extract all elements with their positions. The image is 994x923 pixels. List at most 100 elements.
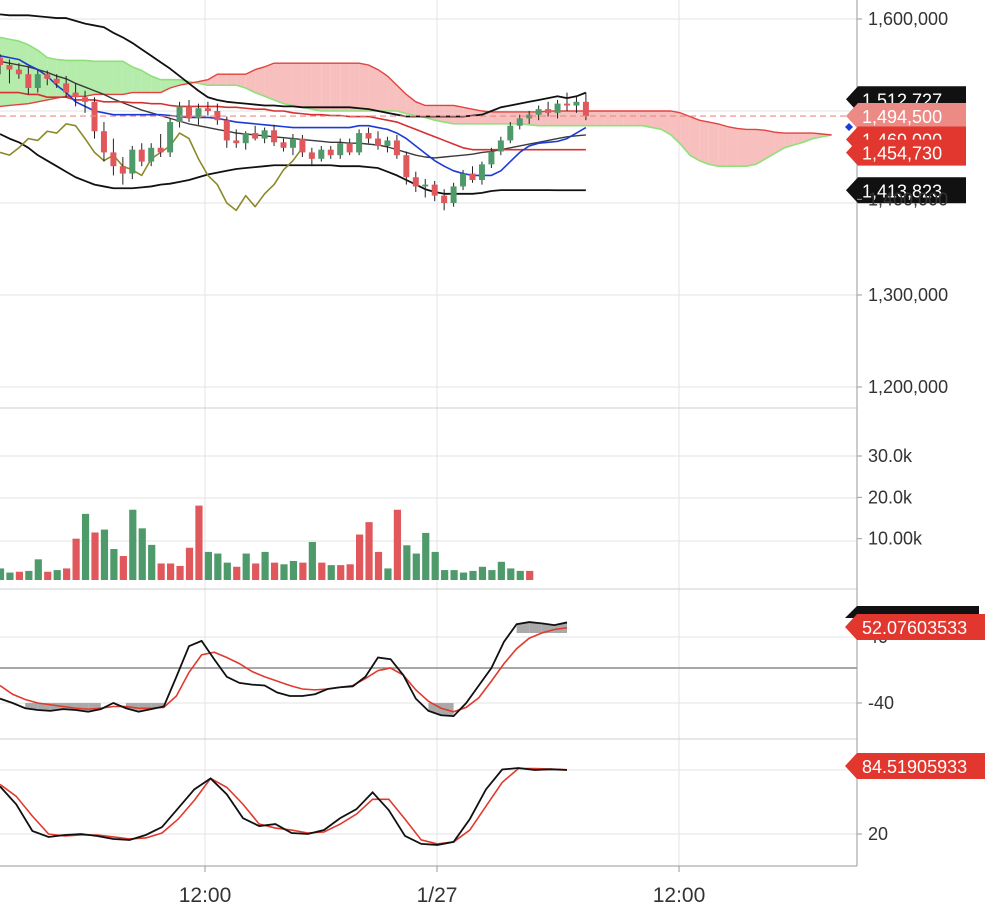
volume-bar <box>25 570 33 580</box>
volume-bar <box>393 509 401 580</box>
price-tag-dark: 1,413,823 <box>846 177 966 204</box>
candle-body <box>507 125 514 141</box>
candle-body <box>356 133 363 153</box>
kumo-segment <box>406 94 416 116</box>
kumo-segment <box>623 111 634 126</box>
candle-body <box>204 108 211 111</box>
oscillator-signal-line <box>0 626 568 713</box>
kumo-segment <box>557 111 567 126</box>
kumo-segment <box>170 79 180 88</box>
volume-bar <box>63 568 71 580</box>
volume-bar <box>81 513 90 580</box>
kumo-segment <box>756 129 766 165</box>
volume-bar <box>516 570 524 580</box>
candle-body <box>516 118 523 126</box>
kumo-segment <box>207 74 218 86</box>
price-tag-shape <box>846 177 966 204</box>
kumo-segment <box>94 61 104 95</box>
oscillator-shaded-area <box>529 622 542 633</box>
price-tag-pink: 1,494,500 <box>846 103 966 130</box>
kumo-segment <box>113 61 123 95</box>
kumo-segment <box>784 133 794 148</box>
kumo-segment <box>132 66 142 93</box>
osc-tick-label-0: -40 <box>868 693 894 713</box>
bollinger-lower-line <box>0 133 586 195</box>
kumo-segment <box>37 50 48 102</box>
kumo-segment <box>434 105 445 123</box>
volume-tick-label-2: 10.00k <box>868 529 923 549</box>
oscillator-main-line <box>0 621 568 718</box>
kumo-segment <box>614 111 624 126</box>
oscillator-value-tag: 52.07603533 <box>845 606 985 640</box>
volume-bar <box>214 553 222 580</box>
candle-body <box>138 149 145 162</box>
kumo-segment <box>633 111 643 126</box>
kumo-segment <box>567 111 577 126</box>
volume-bar <box>318 562 326 580</box>
candle-body <box>469 173 476 180</box>
candle-body <box>252 133 259 139</box>
candle-body <box>582 101 589 117</box>
kumo-segment <box>28 44 38 104</box>
price-tag-value: 1,494,500 <box>862 107 942 127</box>
candle-body <box>53 78 60 84</box>
kumo-segment <box>387 76 397 111</box>
candle-body <box>44 74 51 79</box>
candle-body <box>478 164 485 180</box>
candle-body <box>545 109 552 113</box>
kumo-segment <box>103 61 114 95</box>
candle-body <box>441 195 448 203</box>
volume-bar <box>44 571 52 580</box>
kumo-segment <box>274 63 284 104</box>
kumo-segment <box>642 111 653 128</box>
kumo-segment <box>415 101 426 118</box>
volume-bar <box>15 571 23 580</box>
volume-bar <box>195 505 203 580</box>
candle-body <box>375 138 381 146</box>
candle-body <box>497 140 504 152</box>
oscillator-tag-shape <box>845 614 985 640</box>
candle-body <box>100 131 107 153</box>
volume-bar <box>119 556 127 580</box>
volume-bar <box>346 564 354 580</box>
volume-bar <box>384 568 392 580</box>
oscillator-shaded-area <box>516 622 530 633</box>
kumo-segment <box>160 79 171 93</box>
candle-body <box>271 130 278 143</box>
candle-body <box>280 142 287 148</box>
kumo-segment <box>292 63 303 108</box>
senkou-span-b-line <box>0 62 832 136</box>
volume-bar <box>422 532 430 580</box>
kumo-segment <box>255 66 265 97</box>
tenkan-sen-line <box>0 55 587 177</box>
candle-body <box>129 149 136 174</box>
stochastic-tag-value: 84.51905933 <box>862 757 967 777</box>
volume-bar <box>91 532 99 580</box>
price-tag-value: 1,413,823 <box>862 181 942 201</box>
candle-body <box>573 101 580 106</box>
volume-bar <box>478 566 487 580</box>
kumo-segment <box>803 133 813 143</box>
candle-body <box>110 152 117 167</box>
kumo-segment <box>793 133 804 146</box>
candle-body <box>535 109 542 115</box>
volume-bar <box>72 538 80 580</box>
stochastic-signal-line <box>0 767 568 845</box>
volume-bar <box>261 551 269 580</box>
volume-bar <box>327 565 335 580</box>
candle-body <box>167 122 174 153</box>
volume-bar <box>6 572 14 580</box>
kumo-segment <box>670 111 681 145</box>
candle-body <box>261 130 268 139</box>
candle-body <box>6 65 13 70</box>
kumo-segment <box>330 63 341 111</box>
candle-body <box>25 74 32 88</box>
candle-body <box>242 133 249 144</box>
volume-bar <box>507 568 515 580</box>
kumo-segment <box>141 70 152 93</box>
x-tick-label-0: 12:00 <box>179 884 232 907</box>
kumo-segment <box>151 76 161 93</box>
oscillator-tag-value: 52.07603533 <box>862 618 967 638</box>
kumo-segment <box>708 122 719 167</box>
kumo-segment <box>9 39 19 106</box>
